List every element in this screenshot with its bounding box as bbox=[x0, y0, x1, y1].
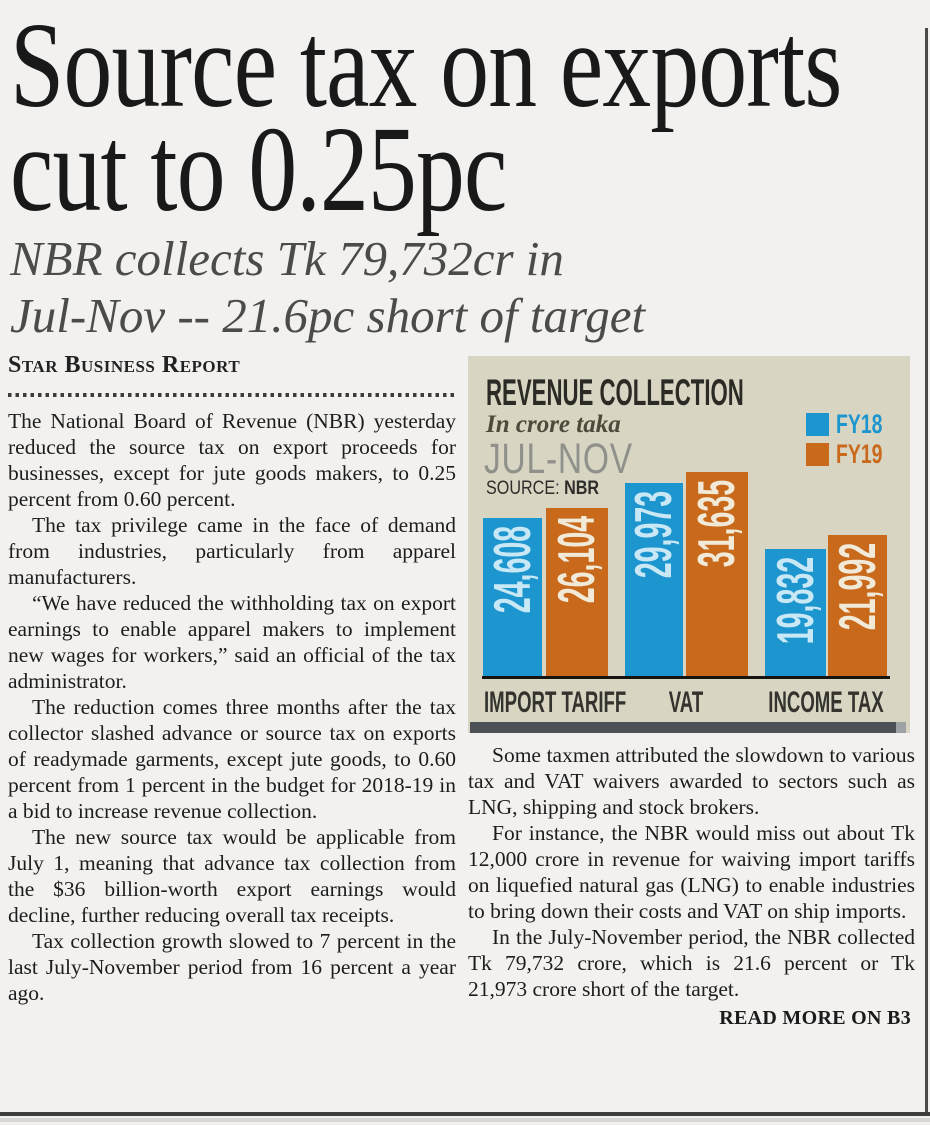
bar-value-label: 21,992 bbox=[828, 542, 887, 631]
chart-unit-label: In crore taka bbox=[486, 411, 621, 438]
bars-area: 24,608 29,973 19,832 26,104 31,635 21,992 bbox=[468, 356, 910, 678]
legend-item-fy19: FY19 bbox=[806, 440, 888, 467]
paragraph: For instance, the NBR would miss out abo… bbox=[468, 821, 915, 923]
chart-baseline bbox=[482, 676, 890, 679]
chart-title: REVENUE COLLECTION bbox=[486, 372, 744, 413]
read-more: READ MORE ON B3 bbox=[719, 1007, 911, 1029]
subhead-line-1: NBR collects Tk 79,732cr in bbox=[10, 231, 564, 286]
chart-period-label: JUL-NOV bbox=[484, 435, 633, 483]
dotted-rule bbox=[8, 393, 456, 397]
chart-source-value: NBR bbox=[564, 478, 600, 499]
bar-value-label: 31,635 bbox=[688, 479, 746, 568]
chart-source: SOURCE: NBR bbox=[486, 478, 599, 500]
article-column-left: Star Business Report The National Board … bbox=[8, 352, 456, 1006]
column-separator-rule bbox=[925, 28, 928, 1112]
paragraph: “We have reduced the withholding tax on … bbox=[8, 591, 456, 693]
chart-bottom-bar bbox=[470, 722, 906, 733]
fy19-swatch bbox=[806, 442, 829, 466]
paragraph: The National Board of Revenue (NBR) yest… bbox=[8, 409, 456, 511]
subhead-line-2: Jul-Nov -- 21.6pc short of target bbox=[10, 288, 646, 343]
paragraph: In the July-November period, the NBR col… bbox=[468, 925, 915, 1001]
bar-value-label: 26,104 bbox=[548, 515, 606, 604]
legend-item-fy18: FY18 bbox=[806, 410, 888, 437]
revenue-chart-panel: REVENUE COLLECTION In crore taka JUL-NOV… bbox=[468, 356, 910, 733]
article-column-right: Some taxmen attributed the slowdown to v… bbox=[468, 742, 915, 1031]
bar-fy19-income-tax: 21,992 bbox=[828, 535, 887, 678]
bar-value-label: 24,608 bbox=[483, 525, 542, 614]
byline: Star Business Report bbox=[8, 352, 241, 378]
bar-value-label: 19,832 bbox=[766, 556, 825, 645]
bar-fy18-income-tax: 19,832 bbox=[765, 549, 826, 678]
bar-value-label: 29,973 bbox=[625, 490, 683, 579]
paragraph: Some taxmen attributed the slowdown to v… bbox=[468, 743, 915, 819]
headline-line-1: Source tax on exports bbox=[10, 0, 842, 133]
chart-legend: FY18 FY19 bbox=[806, 410, 888, 467]
fy18-swatch bbox=[806, 412, 829, 436]
category-label-vat: VAT bbox=[668, 686, 704, 719]
headline: Source tax on exports cut to 0.25pc bbox=[10, 0, 842, 237]
bar-fy19-import-tariff: 26,104 bbox=[546, 508, 608, 678]
bar-fy19-vat: 31,635 bbox=[686, 472, 748, 678]
chart-source-prefix: SOURCE: bbox=[486, 478, 560, 499]
category-label-income-tax: INCOME TAX bbox=[768, 686, 884, 719]
category-label-import-tariff: IMPORT TARIFF bbox=[484, 686, 627, 719]
paragraph: Tax collection growth slowed to 7 percen… bbox=[8, 929, 456, 1005]
bottom-rule-shadow bbox=[0, 1118, 930, 1122]
bar-fy18-vat: 29,973 bbox=[625, 483, 683, 678]
paragraph: The reduction comes three months after t… bbox=[8, 695, 456, 823]
paragraph: The new source tax would be applicable f… bbox=[8, 825, 456, 927]
bar-fy18-import-tariff: 24,608 bbox=[483, 518, 542, 678]
left-paragraphs: The National Board of Revenue (NBR) yest… bbox=[8, 408, 456, 1006]
headline-line-2: cut to 0.25pc bbox=[10, 102, 507, 237]
subheadline: NBR collects Tk 79,732cr in Jul-Nov -- 2… bbox=[10, 230, 645, 344]
right-paragraphs: Some taxmen attributed the slowdown to v… bbox=[468, 742, 915, 1002]
paragraph: The tax privilege came in the face of de… bbox=[8, 513, 456, 589]
bottom-rule bbox=[0, 1112, 930, 1116]
